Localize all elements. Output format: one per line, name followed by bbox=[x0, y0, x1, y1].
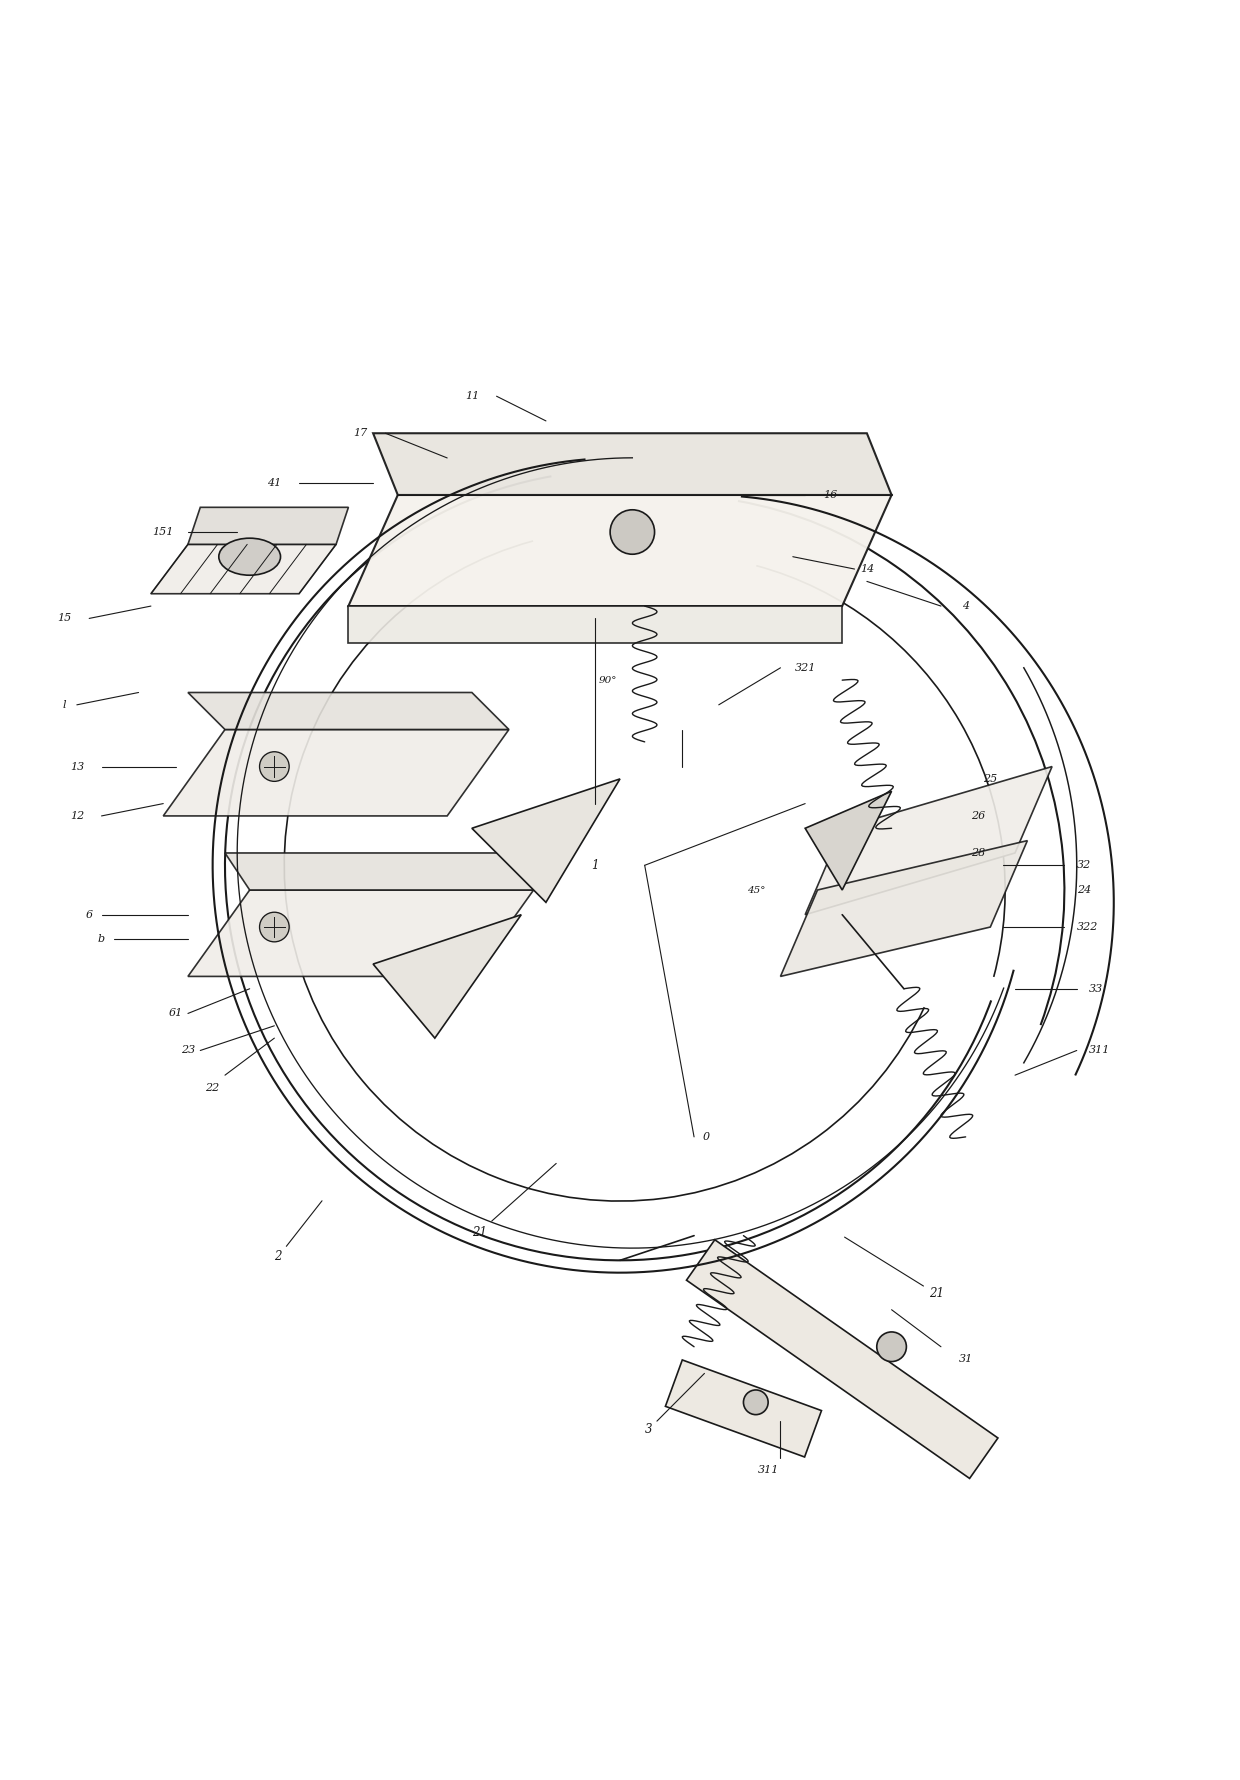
Text: 151: 151 bbox=[153, 527, 174, 538]
Polygon shape bbox=[164, 730, 508, 815]
Polygon shape bbox=[472, 780, 620, 902]
Polygon shape bbox=[188, 890, 533, 977]
Polygon shape bbox=[780, 840, 1028, 977]
Text: 25: 25 bbox=[983, 774, 997, 783]
Text: 11: 11 bbox=[465, 392, 479, 401]
Text: 22: 22 bbox=[206, 1082, 219, 1093]
Text: 311: 311 bbox=[758, 1465, 779, 1476]
Text: 21: 21 bbox=[844, 1237, 944, 1301]
Polygon shape bbox=[151, 545, 336, 595]
Polygon shape bbox=[373, 915, 521, 1038]
Text: 41: 41 bbox=[268, 477, 281, 488]
Text: 24: 24 bbox=[1076, 885, 1091, 895]
Circle shape bbox=[259, 751, 289, 781]
Circle shape bbox=[744, 1390, 768, 1415]
Text: 23: 23 bbox=[181, 1045, 195, 1056]
Text: 90°: 90° bbox=[599, 676, 618, 685]
Ellipse shape bbox=[218, 538, 280, 575]
Polygon shape bbox=[687, 1239, 998, 1479]
Polygon shape bbox=[373, 433, 892, 495]
Polygon shape bbox=[805, 767, 1052, 915]
Text: 15: 15 bbox=[57, 614, 72, 623]
Text: 4: 4 bbox=[962, 602, 970, 611]
Text: 31: 31 bbox=[959, 1355, 972, 1363]
Polygon shape bbox=[348, 605, 842, 643]
Text: 61: 61 bbox=[169, 1009, 182, 1018]
Text: 321: 321 bbox=[795, 662, 816, 673]
Polygon shape bbox=[188, 692, 508, 730]
Text: 17: 17 bbox=[353, 429, 368, 438]
Text: 2: 2 bbox=[274, 1202, 322, 1264]
Polygon shape bbox=[188, 507, 348, 545]
Text: 32: 32 bbox=[1076, 860, 1091, 870]
Circle shape bbox=[877, 1331, 906, 1362]
Polygon shape bbox=[224, 853, 533, 890]
Text: 28: 28 bbox=[971, 847, 985, 858]
Text: 6: 6 bbox=[86, 910, 93, 920]
Text: b: b bbox=[98, 934, 105, 945]
Text: l: l bbox=[63, 700, 66, 710]
Polygon shape bbox=[805, 792, 892, 890]
Polygon shape bbox=[666, 1360, 821, 1458]
Text: 1: 1 bbox=[591, 858, 599, 872]
Text: 26: 26 bbox=[971, 812, 985, 821]
Text: 14: 14 bbox=[859, 564, 874, 573]
Text: 16: 16 bbox=[822, 490, 837, 500]
Text: 322: 322 bbox=[1076, 922, 1099, 933]
Text: 3: 3 bbox=[645, 1374, 704, 1436]
Text: 13: 13 bbox=[69, 762, 84, 771]
Polygon shape bbox=[348, 495, 892, 605]
Text: 45°: 45° bbox=[746, 885, 765, 895]
Circle shape bbox=[259, 911, 289, 942]
Circle shape bbox=[610, 509, 655, 554]
Text: 311: 311 bbox=[1089, 1045, 1111, 1056]
Text: 33: 33 bbox=[1089, 984, 1104, 993]
Text: 12: 12 bbox=[69, 812, 84, 821]
Text: 21: 21 bbox=[472, 1164, 557, 1239]
Text: 0: 0 bbox=[703, 1132, 711, 1143]
